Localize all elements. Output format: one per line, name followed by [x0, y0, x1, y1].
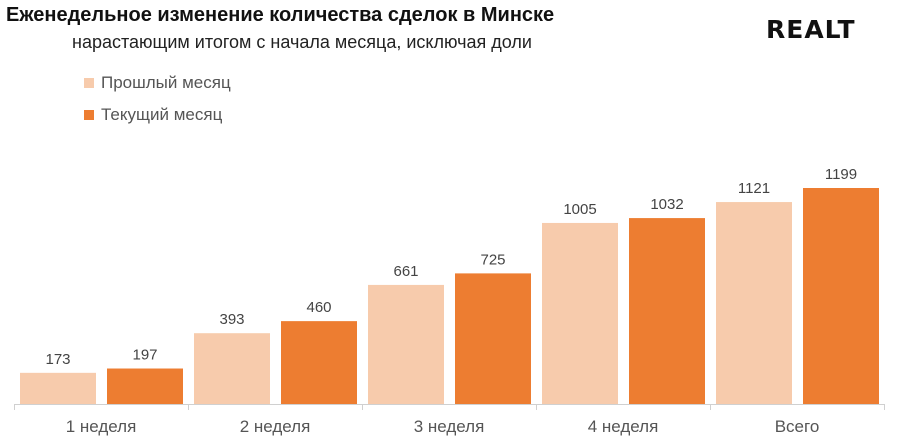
x-tick-label: 4 неделя	[588, 417, 659, 436]
legend-item-last-month: Прошлый месяц	[84, 73, 231, 93]
bar	[20, 372, 96, 404]
bar	[194, 333, 270, 404]
legend-item-current-month: Текущий месяц	[84, 105, 222, 125]
data-label: 1199	[825, 166, 857, 183]
data-label: 1032	[650, 196, 683, 213]
legend-label: Прошлый месяц	[101, 73, 231, 92]
bar	[803, 188, 879, 404]
bar	[716, 202, 792, 404]
bar	[629, 218, 705, 404]
bar	[107, 368, 183, 404]
data-label: 460	[306, 299, 331, 316]
bar	[455, 273, 531, 404]
x-tick-label: 3 неделя	[414, 417, 485, 436]
data-label: 1121	[738, 180, 770, 197]
bar	[281, 321, 357, 404]
data-label: 661	[393, 263, 418, 280]
realt-logo: REALT	[766, 15, 856, 44]
chart-subtitle: нарастающим итогом с начала месяца, искл…	[72, 32, 532, 52]
data-label: 393	[219, 311, 244, 328]
x-tick-label: 1 неделя	[66, 417, 137, 436]
x-tick-label: Всего	[775, 417, 820, 436]
legend-swatch-last-month	[84, 78, 94, 88]
data-label: 197	[132, 347, 157, 364]
legend-swatch-current-month	[84, 110, 94, 120]
data-label: 1005	[563, 201, 596, 218]
x-tick-label: 2 неделя	[240, 417, 311, 436]
bar	[542, 222, 618, 404]
chart-title: Еженедельное изменение количества сделок…	[6, 4, 555, 26]
data-label: 173	[45, 351, 70, 368]
legend-label: Текущий месяц	[101, 105, 223, 124]
bar	[368, 284, 444, 404]
data-label: 725	[480, 251, 505, 268]
